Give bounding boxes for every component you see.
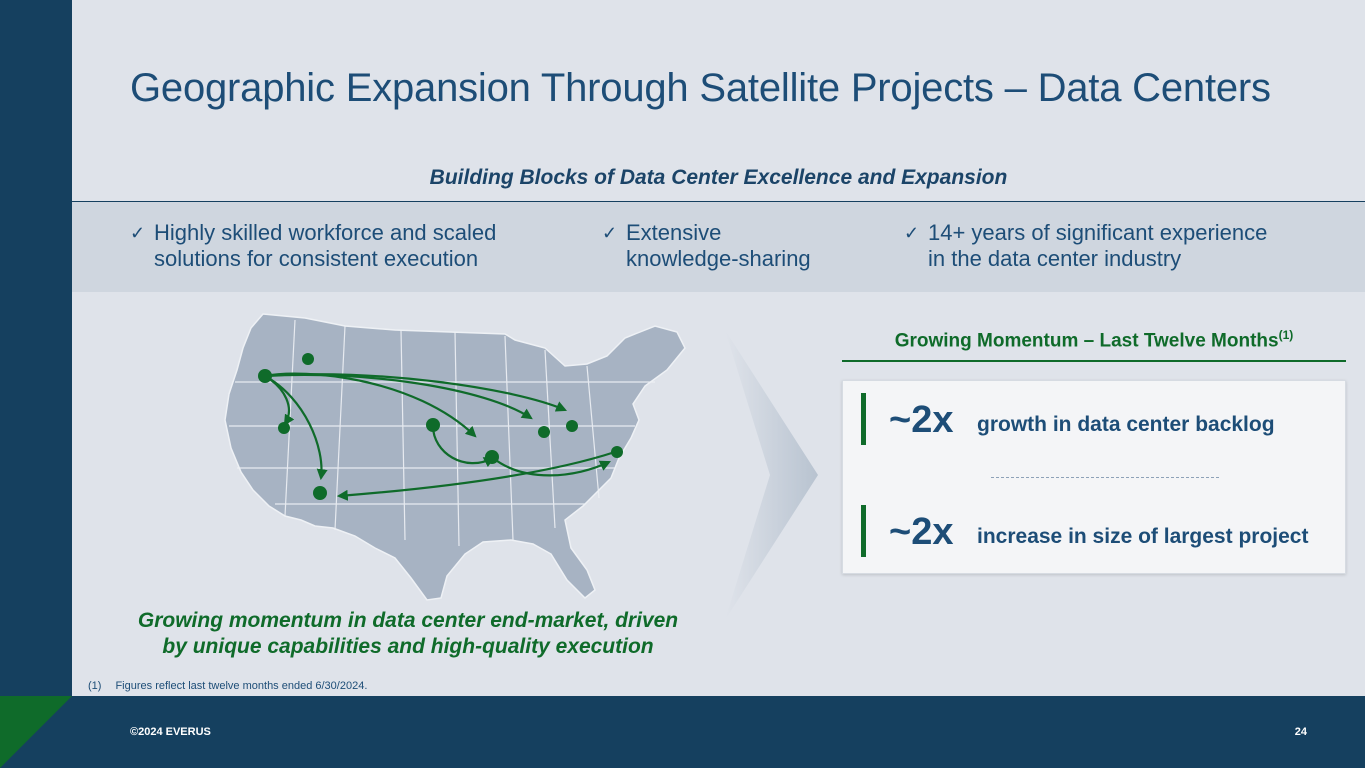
momentum-title-text: Growing Momentum – Last Twelve Months [894, 330, 1279, 352]
block-line: knowledge-sharing [626, 246, 811, 271]
stat-accent-bar [861, 393, 866, 445]
footnote: (1) Figures reflect last twelve months en… [88, 680, 367, 692]
building-block-workforce: ✓ Highly skilled workforce and scaled so… [130, 220, 550, 272]
footnote-ref: (1) [1278, 328, 1294, 342]
checkmark-icon: ✓ [904, 223, 920, 243]
stat-value: ~2x [889, 511, 954, 553]
section-subtitle: Building Blocks of Data Center Excellenc… [429, 166, 1008, 189]
map-caption-line: Growing momentum in data center end-mark… [137, 609, 679, 632]
map-caption-line: by unique capabilities and high-quality … [162, 635, 654, 658]
divider [72, 201, 1365, 202]
block-line: Extensive [626, 220, 722, 245]
stat-label: growth in data center backlog [977, 413, 1275, 436]
chevron-arrow [725, 330, 818, 620]
checkmark-icon: ✓ [130, 223, 146, 243]
footnote-text: Figures reflect last twelve months ended… [115, 680, 368, 692]
stat-accent-bar [861, 505, 866, 557]
momentum-title: Growing Momentum – Last Twelve Months(1) [842, 328, 1346, 352]
us-outline [224, 313, 686, 601]
map-caption: Growing momentum in data center end-mark… [120, 608, 696, 660]
building-block-knowledge: ✓ Extensive knowledge-sharing [602, 220, 852, 272]
us-expansion-map [224, 313, 686, 601]
checkmark-icon: ✓ [602, 223, 618, 243]
block-line: in the data center industry [928, 246, 1182, 271]
momentum-underline [842, 360, 1346, 362]
page-title: Geographic Expansion Through Satellite P… [130, 66, 1271, 110]
footer-bar [0, 696, 1365, 768]
corner-accent [0, 696, 72, 768]
building-block-experience: ✓ 14+ years of significant experience in… [904, 220, 1304, 272]
block-line: Highly skilled workforce and scaled [154, 220, 497, 245]
stat-value: ~2x [889, 399, 954, 441]
footer-copyright: ©2024 EVERUS [130, 726, 211, 738]
stat-divider [991, 477, 1219, 478]
stat-label: increase in size of largest project [977, 525, 1309, 548]
block-line: solutions for consistent execution [154, 246, 479, 271]
block-line: 14+ years of significant experience [928, 220, 1268, 245]
left-accent-bar [0, 0, 72, 696]
building-blocks-band: ✓ Highly skilled workforce and scaled so… [72, 202, 1365, 292]
footnote-number: (1) [88, 680, 102, 692]
momentum-stats-card: ~2x growth in data center backlog ~2x in… [842, 380, 1346, 574]
page-number: 24 [1294, 726, 1307, 738]
